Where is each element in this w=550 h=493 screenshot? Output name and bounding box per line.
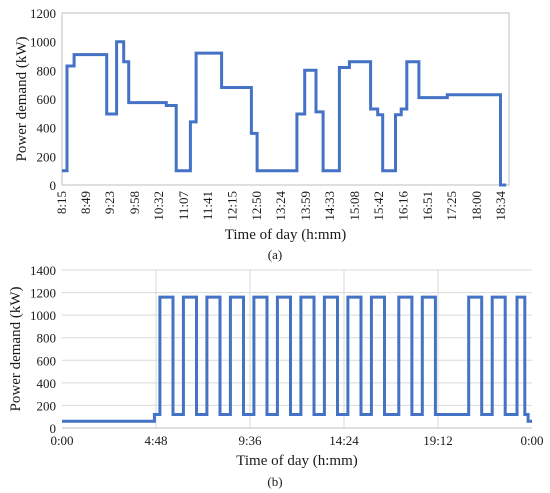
x-tick-label: 11:41: [200, 191, 215, 220]
x-tick-label: 16:16: [395, 191, 410, 221]
x-tick-label: 9:23: [102, 191, 117, 214]
y-tick-label: 800: [37, 63, 57, 78]
x-tick-label: 14:33: [322, 191, 337, 221]
y-tick-label: 200: [37, 149, 57, 164]
y-axis-title-a: Power demand (kW): [14, 37, 30, 162]
x-axis-title-b: Time of day (h:mm): [236, 453, 358, 469]
x-tick-label: 16:51: [420, 191, 435, 221]
x-axis-title-a: Time of day (h:mm): [225, 227, 347, 243]
y-tick-label: 1400: [30, 263, 56, 278]
x-tick-label: 18:00: [469, 191, 484, 221]
x-tick-label: 8:15: [54, 191, 69, 214]
y-tick-label: 0: [50, 421, 57, 436]
y-tick-label: 600: [37, 92, 57, 107]
y-tick-label: 200: [37, 398, 57, 413]
y-tick-label: 1000: [30, 35, 56, 50]
x-tick-label: 13:59: [298, 191, 313, 221]
x-tick-label: 0:00: [520, 433, 543, 448]
x-tick-label: 17:25: [444, 191, 459, 221]
x-tick-label: 12:50: [249, 191, 264, 221]
chart-a: 0 200 400 600 800 1000 1200 8:15 8:49 9:23 9:58 10:…: [14, 6, 510, 262]
x-tick-label: 15:08: [347, 191, 362, 221]
chart-b: 0 200 400 600 800 1000 1200 1400 0:00 4:48 9:36 14:…: [8, 263, 544, 489]
y-tick-label: 1000: [30, 308, 56, 323]
x-tick-label: 11:07: [176, 191, 191, 221]
y-tick-label: 800: [37, 331, 57, 346]
y-tick-label: 1200: [30, 286, 56, 301]
x-tick-label: 9:58: [127, 191, 142, 214]
x-tick-label: 15:42: [371, 191, 386, 221]
y-tick-label: 600: [37, 353, 57, 368]
plot-frame-a: [61, 12, 510, 186]
y-tick-label: 400: [37, 121, 57, 136]
y-tick-label: 0: [50, 178, 57, 193]
x-tick-label: 18:34: [493, 191, 508, 221]
caption-b: (b): [267, 474, 282, 489]
x-tick-label: 10:32: [151, 191, 166, 221]
x-tick-label: 4:48: [144, 433, 167, 448]
x-tick-label: 14:24: [329, 433, 359, 448]
y-tick-label: 1200: [30, 6, 56, 21]
x-tick-label: 8:49: [78, 191, 93, 214]
x-tick-label: 13:24: [273, 191, 288, 221]
series-line-b: [62, 295, 532, 423]
x-tick-label: 0:00: [50, 433, 73, 448]
x-tick-label: 19:12: [423, 433, 453, 448]
series-line-a: [62, 40, 507, 187]
caption-a: (a): [268, 247, 282, 262]
y-axis-title-b: Power demand (kW): [8, 287, 24, 412]
x-tick-label: 9:36: [238, 433, 262, 448]
x-tick-label: 12:15: [224, 191, 239, 221]
y-tick-label: 400: [37, 376, 57, 391]
